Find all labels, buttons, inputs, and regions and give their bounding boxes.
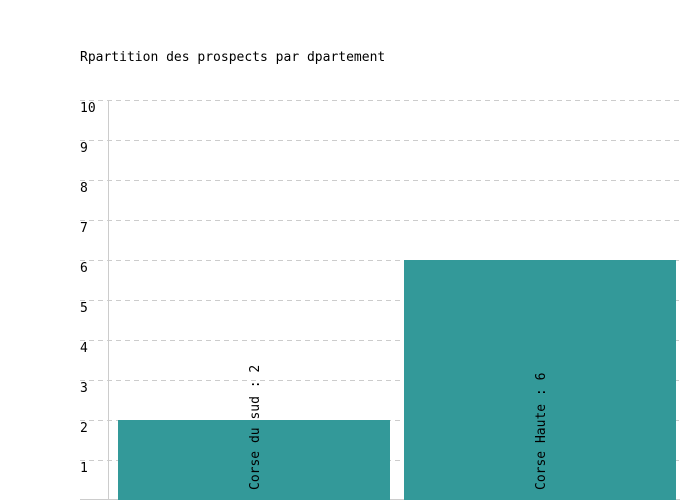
y-tick-label: 2	[80, 421, 88, 436]
chart-title: Rpartition des prospects par dpartement	[80, 50, 386, 65]
y-tick-label: 9	[80, 141, 88, 156]
y-tick-label: 5	[80, 301, 88, 316]
y-tick-label: 3	[80, 381, 88, 396]
bar	[404, 260, 676, 500]
bar	[118, 420, 390, 500]
y-tick-label: 4	[80, 341, 88, 356]
bar-data-label: Corse Haute : 6	[534, 373, 549, 490]
y-tick-label: 8	[80, 181, 88, 196]
y-tick-label: 6	[80, 261, 88, 276]
bar-data-label: Corse du sud : 2	[248, 365, 263, 490]
y-tick-label: 1	[80, 461, 88, 476]
y-tick-label: 10	[80, 101, 96, 116]
y-tick-label: 7	[80, 221, 88, 236]
